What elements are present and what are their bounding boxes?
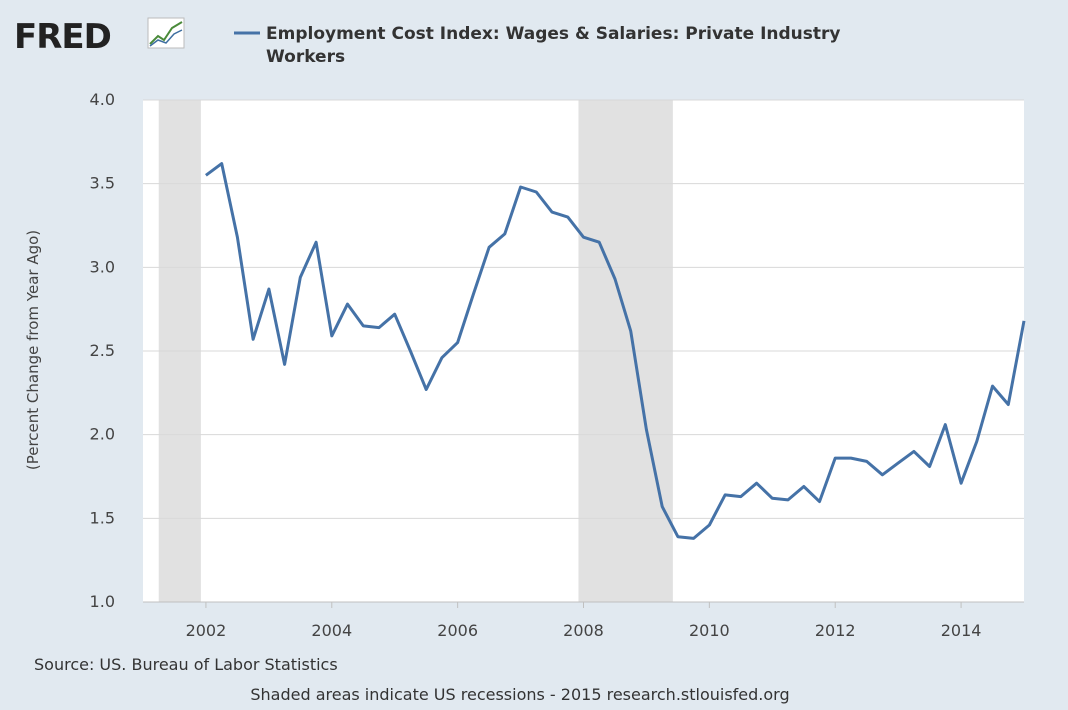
- y-tick-label: 2.0: [90, 425, 115, 444]
- y-tick-label: 1.0: [90, 592, 115, 611]
- y-axis-ticks: 1.0 1.5 2.0 2.5 3.0 3.5 4.0: [90, 90, 115, 611]
- fred-logo-text: FRED: [14, 17, 111, 57]
- x-axis-ticks: 2002 2004 2006 2008 2010 2012 2014: [143, 601, 1024, 640]
- x-tick-label: 2008: [563, 621, 604, 640]
- legend-label-line-1: Employment Cost Index: Wages & Salaries:…: [266, 24, 841, 44]
- y-tick-label: 4.0: [90, 90, 115, 109]
- y-tick-label: 3.0: [90, 257, 115, 276]
- fred-logo-graph-icon: [147, 17, 185, 49]
- x-tick-label: 2012: [815, 621, 856, 640]
- legend: Employment Cost Index: Wages & Salaries:…: [234, 24, 841, 67]
- fred-logo: FRED: [14, 17, 185, 57]
- y-axis-label: (Percent Change from Year Ago): [24, 230, 42, 470]
- source-note: Source: US. Bureau of Labor Statistics: [34, 655, 338, 674]
- x-tick-label: 2006: [437, 621, 478, 640]
- x-tick-label: 2002: [186, 621, 227, 640]
- recession-note: Shaded areas indicate US recessions - 20…: [250, 685, 789, 704]
- x-tick-label: 2014: [941, 621, 982, 640]
- series-line: [205, 162, 1026, 540]
- x-tick-label: 2010: [689, 621, 730, 640]
- y-tick-label: 2.5: [90, 341, 115, 360]
- series-points: [205, 163, 1025, 539]
- y-tick-label: 3.5: [90, 174, 115, 193]
- x-tick-label: 2004: [311, 621, 352, 640]
- legend-label-line-2: Workers: [266, 47, 345, 67]
- y-tick-label: 1.5: [90, 508, 115, 527]
